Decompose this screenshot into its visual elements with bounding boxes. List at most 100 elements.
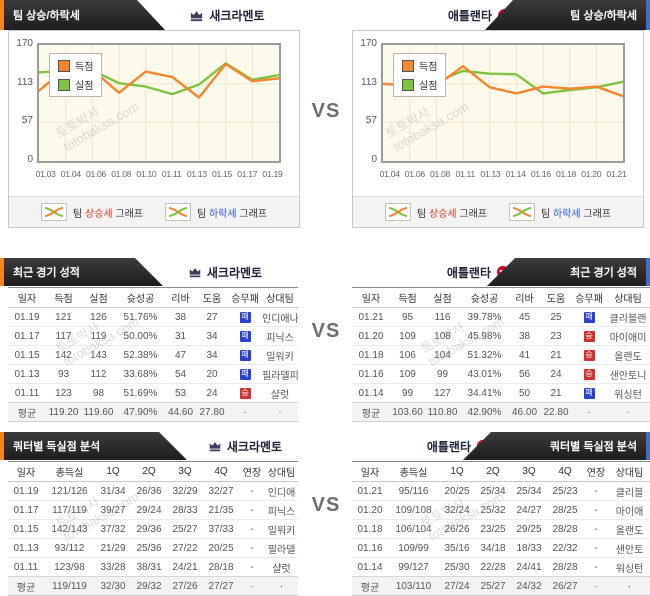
table-cell-fg: 50.00% (123, 330, 158, 342)
table-cell-opp: · (279, 580, 284, 592)
table-cell-reb: 31 (174, 330, 187, 342)
column-header: 2Q (142, 466, 156, 477)
table-row: 01.17 117/119 39/27 29/24 28/33 21/35 - 피닉스 (8, 501, 298, 520)
table-cell-allow: 112 (90, 368, 107, 380)
table-cell-q3: 18/33 (516, 542, 542, 554)
sacramento-logo-icon (189, 8, 204, 23)
column-header: 리바 (171, 294, 190, 305)
table-cell-res: 패 (228, 311, 262, 323)
legend-text-rise: 상승세 (429, 208, 457, 220)
column-header: 총득실 (55, 468, 84, 479)
table-cell-date: 01.18 (358, 349, 384, 361)
table-cell-date: 01.15 (13, 523, 39, 535)
table-cell-ot: · (250, 580, 254, 592)
table-cell-q3: 29/25 (516, 523, 542, 535)
table-cell-date: 평균 (17, 408, 37, 420)
y-tick: 57 (21, 115, 33, 127)
table-cell-total: 95/116 (398, 485, 429, 497)
table-cell-res: · (243, 406, 247, 418)
column-header: 총득실 (399, 468, 428, 479)
table-cell-reb: 54 (174, 368, 187, 380)
table-cell-date: 01.17 (14, 330, 40, 342)
column-header: 리바 (515, 294, 534, 305)
table-row: 01.18 106/104 26/26 23/25 29/25 28/28 - 올랜도 (352, 520, 650, 539)
table-cell-total: 121/126 (51, 485, 88, 497)
y-tick: 170 (16, 38, 33, 49)
section-title: 팀 상승/하락세 (570, 10, 637, 22)
column-header: 연장 (586, 468, 606, 479)
table-cell-fg: 42.90% (467, 406, 502, 418)
fall-legend: 팀 하락세 그래프 (509, 203, 611, 221)
table-cell-q3: 25/34 (516, 485, 542, 497)
team-name: 새크라멘토 (226, 439, 283, 454)
table-cell-opp: · (278, 406, 282, 418)
legend-text: 팀 (417, 208, 429, 220)
rise-legend: 팀 상승세 그래프 (385, 203, 487, 221)
recent-table-atlanta: 일자 득점 실점 슛성공 리바 도움 승무패 상대팀 01.21 95 116 39.78% 45 25 패… (352, 287, 650, 422)
table-cell-q1: 37/32 (100, 523, 126, 535)
table-cell-allow: 98 (92, 387, 105, 399)
table-cell-date: 01.21 (358, 311, 384, 323)
table-cell-opp: 올랜도 (615, 525, 644, 537)
table-cell-date: 01.15 (14, 349, 40, 361)
accent-bar-right (646, 258, 650, 286)
column-header: 1Q (106, 466, 120, 477)
score-swatch (58, 59, 70, 72)
table-cell-total: 117/119 (52, 504, 87, 516)
trend-legend-strip: 팀 상승세 그래프 팀 하락세 그래프 (353, 196, 643, 227)
table-cell-q4: 20/25 (208, 542, 234, 554)
table-cell-q1: 39/27 (100, 504, 126, 516)
table-cell-q2: 25/32 (480, 504, 506, 516)
table-cell-date: 01.11 (14, 387, 40, 399)
legend-label-allow: 실점 (75, 81, 94, 92)
table-cell-total: 142/143 (51, 523, 88, 535)
table-cell-date: 01.11 (13, 561, 39, 573)
table-cell-ot: - (250, 523, 254, 535)
table-cell-fg: 47.90% (123, 406, 158, 418)
average-row: 평균 103.60 110.80 42.90% 46.00 22.80 · · (352, 402, 650, 421)
column-header: 승무패 (231, 294, 259, 305)
team-header-atlanta: 애틀랜타 (352, 0, 512, 30)
quarter-table-sacramento: 일자 총득실 1Q 2Q 3Q 4Q 연장 상대팀 01.19 121/126 31/34 26/36… (8, 461, 298, 596)
column-header: 일자 (360, 468, 380, 479)
x-tick: 01.20 (581, 169, 602, 179)
table-cell-total: 119/119 (52, 580, 87, 592)
table-cell-opp: 샌안토 (615, 544, 644, 556)
table-cell-ot: - (594, 542, 598, 554)
x-tick: 01.04 (379, 169, 400, 179)
x-tick: 01.16 (530, 169, 551, 179)
table-cell-pts: 93 (57, 368, 70, 380)
table-cell-q1: 20/25 (444, 485, 470, 497)
section-title: 최근 경기 성적 (13, 267, 80, 279)
y-tick: 57 (365, 115, 377, 127)
table-cell-q2: 34/18 (480, 542, 506, 554)
x-tick: 01.11 (161, 169, 182, 179)
table-cell-allow: 119 (90, 330, 107, 342)
team-name: 애틀랜타 (426, 439, 471, 454)
table-cell-opp: 클리블 (615, 487, 644, 499)
table-cell-date: 01.21 (357, 485, 383, 497)
table-row: 01.13 93/112 21/29 25/36 27/22 20/25 - 필라델 (8, 539, 298, 558)
table-cell-pts: 106 (399, 349, 416, 361)
team-header-sacramento: 새크라멘토 (140, 258, 310, 286)
result-badge: 승 (583, 330, 595, 342)
table-cell-total: 103/110 (395, 580, 432, 592)
table-cell-opp: 피닉스 (267, 506, 296, 518)
table-cell-opp: 워싱턴 (615, 563, 644, 575)
table-cell-opp: 올랜도 (614, 351, 642, 363)
section-ribbon-trend-right: 팀 상승/하락세 (485, 0, 646, 30)
table-cell-opp: 샌안토니 (609, 370, 647, 382)
legend-text: 그래프 (236, 208, 267, 220)
team-header-atlanta: 애틀랜타 (360, 258, 510, 286)
table-cell-q3: 27/22 (172, 542, 198, 554)
table-cell-q1: 26/26 (444, 523, 470, 535)
chart-legend: 득점 실점 (49, 53, 103, 97)
table-cell-res: 패 (572, 311, 606, 323)
table-cell-date: 01.14 (358, 387, 384, 399)
table-cell-ot: · (594, 580, 598, 592)
table-cell-pts: 119.20 (48, 406, 79, 418)
column-header: 실점 (89, 294, 108, 305)
column-header: 1Q (450, 466, 464, 477)
x-tick: 01.13 (480, 169, 501, 179)
